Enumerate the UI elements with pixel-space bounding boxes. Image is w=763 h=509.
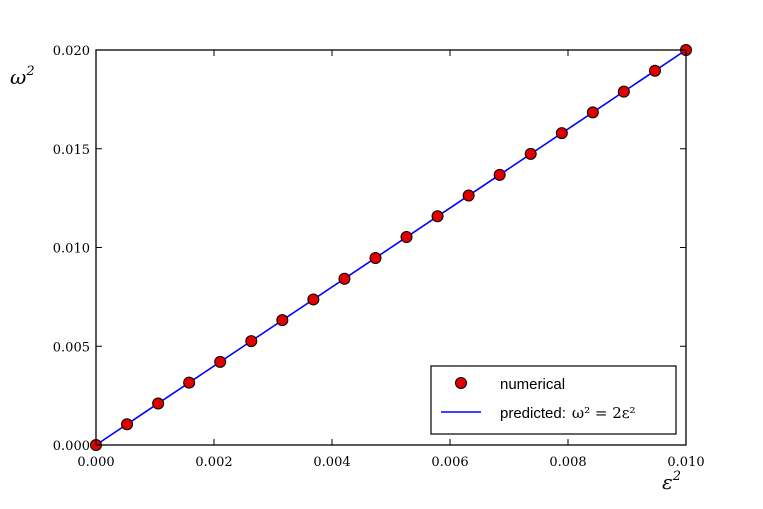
y-axis-label-base: ω bbox=[10, 65, 26, 89]
y-axis-label: ω2 bbox=[10, 64, 35, 89]
numerical-point bbox=[245, 335, 258, 348]
x-tick-label: 0.008 bbox=[549, 455, 586, 470]
x-axis-label-sup: 2 bbox=[672, 469, 681, 484]
numerical-point bbox=[214, 355, 227, 368]
numerical-point bbox=[183, 376, 196, 389]
numerical-point bbox=[307, 293, 320, 306]
numerical-point bbox=[586, 106, 599, 119]
numerical-point bbox=[493, 168, 506, 181]
legend-label-predicted: predicted: ω² = 2ε² bbox=[500, 404, 636, 422]
legend-marker-numerical bbox=[455, 377, 467, 389]
legend-label-numerical: numerical bbox=[500, 376, 565, 393]
numerical-point bbox=[276, 314, 289, 327]
legend-label-predicted-text: predicted: bbox=[500, 405, 566, 422]
x-tick-label: 0.006 bbox=[431, 455, 468, 470]
y-tick-label: 0.000 bbox=[53, 439, 90, 454]
legend-formula: ω² = 2ε² bbox=[572, 404, 636, 422]
numerical-point bbox=[555, 127, 568, 140]
x-tick-label: 0.010 bbox=[667, 455, 704, 470]
plot-area bbox=[90, 44, 692, 451]
x-axis-label-base: ε bbox=[662, 470, 673, 494]
numerical-point bbox=[462, 189, 475, 202]
numerical-point bbox=[338, 272, 351, 285]
predicted-line bbox=[95, 49, 687, 446]
numerical-point bbox=[524, 147, 537, 160]
y-axis-label-sup: 2 bbox=[25, 64, 34, 79]
numerical-point bbox=[617, 85, 630, 98]
y-tick-label: 0.020 bbox=[53, 44, 90, 59]
x-tick-label: 0.000 bbox=[77, 455, 114, 470]
numerical-point bbox=[431, 210, 444, 223]
numerical-point bbox=[152, 397, 165, 410]
legend-box bbox=[430, 365, 677, 435]
numerical-point bbox=[121, 418, 134, 431]
x-tick-label: 0.004 bbox=[313, 455, 350, 470]
x-axis-label: ε2 bbox=[662, 469, 681, 494]
x-tick-label: 0.002 bbox=[195, 455, 232, 470]
y-tick-label: 0.010 bbox=[53, 242, 90, 257]
numerical-point bbox=[369, 251, 382, 264]
axis-ticks: 0.000 0.002 0.004 0.006 0.008 0.010 0.000 0.005… bbox=[53, 44, 705, 470]
legend: numerical predicted: ω² = 2ε² bbox=[430, 365, 677, 435]
numerical-point bbox=[648, 64, 661, 77]
y-tick-label: 0.005 bbox=[53, 340, 90, 355]
y-tick-label: 0.015 bbox=[53, 143, 90, 158]
numerical-point bbox=[400, 231, 413, 244]
